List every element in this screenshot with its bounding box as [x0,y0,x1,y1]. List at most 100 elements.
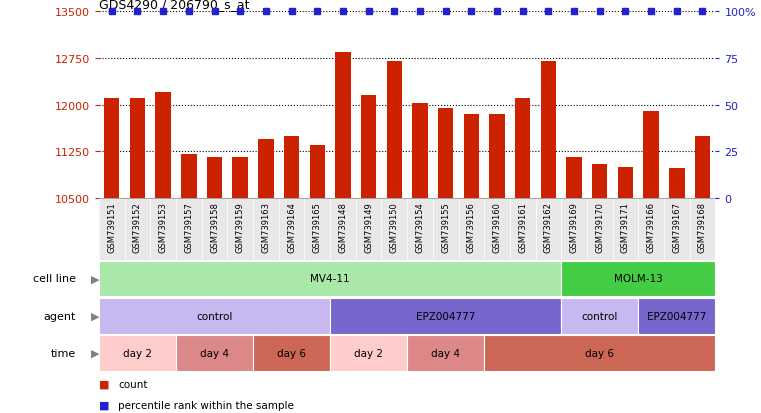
Text: GSM739150: GSM739150 [390,202,399,252]
FancyBboxPatch shape [433,198,458,260]
Text: GSM739152: GSM739152 [133,202,142,252]
Text: GSM739170: GSM739170 [595,202,604,252]
Text: control: control [581,311,618,321]
FancyBboxPatch shape [304,198,330,260]
Bar [643,112,659,198]
Text: GSM739167: GSM739167 [672,202,681,252]
Text: GSM739161: GSM739161 [518,202,527,252]
Text: count: count [118,379,148,389]
FancyBboxPatch shape [561,198,587,260]
FancyBboxPatch shape [407,198,433,260]
Text: time: time [51,348,76,358]
Bar [155,93,170,198]
FancyBboxPatch shape [536,198,561,260]
Text: agent: agent [43,311,76,321]
Text: GSM739156: GSM739156 [466,202,476,252]
Text: day 6: day 6 [277,348,306,358]
Bar [181,155,196,198]
FancyBboxPatch shape [689,198,715,260]
Bar [310,146,325,198]
Text: GSM739157: GSM739157 [184,202,193,252]
Text: ▶: ▶ [91,311,100,321]
Bar [438,109,454,198]
FancyBboxPatch shape [330,298,561,334]
Text: GSM739155: GSM739155 [441,202,451,252]
Text: GSM739158: GSM739158 [210,202,219,252]
Text: ▶: ▶ [91,348,100,358]
Text: MV4-11: MV4-11 [310,274,350,284]
Text: GSM739151: GSM739151 [107,202,116,252]
Text: GSM739160: GSM739160 [492,202,501,252]
Bar [489,114,505,198]
FancyBboxPatch shape [587,198,613,260]
Bar [129,99,145,198]
Text: GDS4290 / 206790_s_at: GDS4290 / 206790_s_at [99,0,250,11]
Bar [104,99,119,198]
FancyBboxPatch shape [664,198,689,260]
FancyBboxPatch shape [458,198,484,260]
Bar [463,114,479,198]
Bar [592,164,607,198]
FancyBboxPatch shape [279,198,304,260]
FancyBboxPatch shape [253,335,330,371]
FancyBboxPatch shape [355,198,381,260]
Text: GSM739159: GSM739159 [236,202,245,252]
FancyBboxPatch shape [561,261,715,297]
Bar [207,158,222,198]
Text: MOLM-13: MOLM-13 [614,274,663,284]
FancyBboxPatch shape [176,198,202,260]
Text: day 4: day 4 [200,348,229,358]
Bar [515,99,530,198]
FancyBboxPatch shape [613,198,638,260]
FancyBboxPatch shape [484,198,510,260]
FancyBboxPatch shape [381,198,407,260]
Text: GSM739148: GSM739148 [339,202,348,252]
Bar [669,169,684,198]
Text: GSM739149: GSM739149 [364,202,373,252]
FancyBboxPatch shape [99,335,176,371]
FancyBboxPatch shape [125,198,151,260]
Text: GSM739164: GSM739164 [287,202,296,252]
Text: GSM739154: GSM739154 [416,202,425,252]
FancyBboxPatch shape [151,198,176,260]
Text: day 2: day 2 [123,348,152,358]
FancyBboxPatch shape [176,335,253,371]
Text: ■: ■ [99,379,110,389]
Text: GSM739166: GSM739166 [647,202,656,252]
FancyBboxPatch shape [202,198,228,260]
Bar [412,104,428,198]
FancyBboxPatch shape [638,298,715,334]
Text: GSM739163: GSM739163 [261,202,270,252]
Bar [361,96,376,198]
Text: GSM739165: GSM739165 [313,202,322,252]
Text: day 6: day 6 [585,348,614,358]
Text: GSM739168: GSM739168 [698,202,707,252]
Text: GSM739162: GSM739162 [544,202,553,252]
FancyBboxPatch shape [484,335,715,371]
FancyBboxPatch shape [561,298,638,334]
Bar [566,158,581,198]
Bar [284,136,299,198]
Text: GSM739153: GSM739153 [158,202,167,252]
Text: GSM739171: GSM739171 [621,202,630,252]
FancyBboxPatch shape [99,198,125,260]
Bar [387,62,402,198]
Text: control: control [196,311,233,321]
FancyBboxPatch shape [638,198,664,260]
Text: cell line: cell line [33,274,76,284]
Bar [695,136,710,198]
Text: GSM739169: GSM739169 [569,202,578,252]
Text: ■: ■ [99,400,110,410]
Bar [258,140,273,198]
Bar [540,62,556,198]
FancyBboxPatch shape [330,335,407,371]
Bar [335,53,351,198]
FancyBboxPatch shape [99,261,561,297]
Text: EPZ004777: EPZ004777 [647,311,706,321]
FancyBboxPatch shape [330,198,355,260]
Bar [233,158,248,198]
FancyBboxPatch shape [99,298,330,334]
FancyBboxPatch shape [407,335,484,371]
Text: day 2: day 2 [354,348,383,358]
FancyBboxPatch shape [228,198,253,260]
